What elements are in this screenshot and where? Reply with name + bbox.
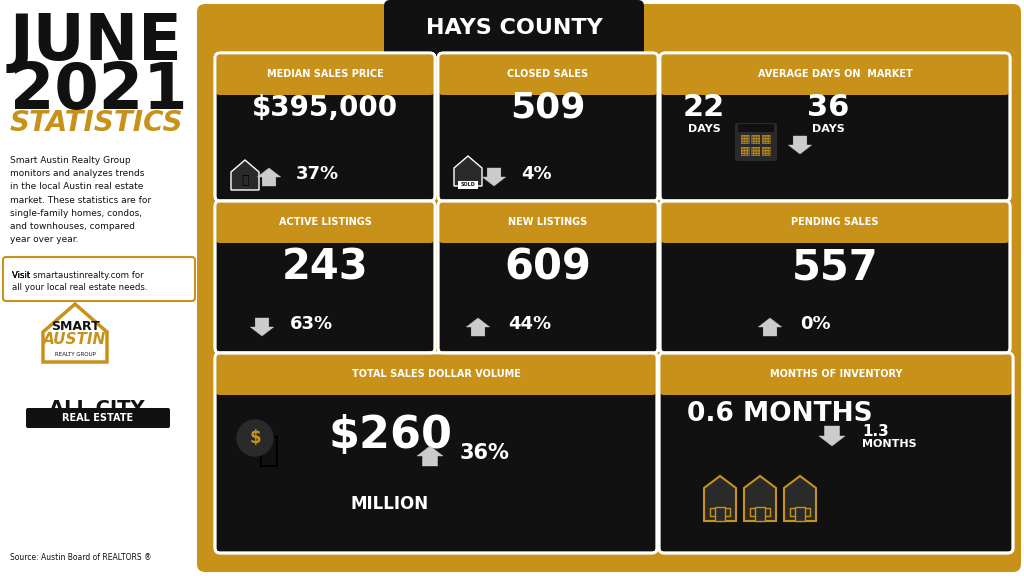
Text: STATISTICS: STATISTICS [10, 109, 183, 137]
Text: TOTAL SALES DOLLAR VOLUME: TOTAL SALES DOLLAR VOLUME [351, 369, 520, 379]
Polygon shape [788, 136, 812, 154]
FancyBboxPatch shape [762, 508, 770, 516]
FancyBboxPatch shape [215, 201, 435, 353]
FancyBboxPatch shape [802, 508, 810, 516]
FancyBboxPatch shape [384, 0, 644, 56]
Text: ACTIVE LISTINGS: ACTIVE LISTINGS [279, 217, 372, 227]
FancyBboxPatch shape [438, 201, 658, 243]
FancyBboxPatch shape [26, 408, 170, 428]
Text: 36%: 36% [460, 443, 510, 463]
FancyBboxPatch shape [438, 53, 658, 95]
Text: REALTY GROUP: REALTY GROUP [54, 351, 95, 357]
Text: Visit: Visit [12, 271, 33, 281]
Text: 0%: 0% [800, 315, 830, 333]
Text: 0.6 MONTHS: 0.6 MONTHS [687, 401, 872, 427]
Text: ALL CITY: ALL CITY [49, 399, 144, 418]
Polygon shape [417, 446, 443, 466]
Polygon shape [454, 156, 482, 186]
FancyBboxPatch shape [215, 53, 435, 95]
Polygon shape [482, 168, 506, 186]
Text: Smart Austin Realty Group
monitors and analyzes trends
in the local Austin real : Smart Austin Realty Group monitors and a… [10, 156, 152, 244]
Text: ▦▦▦
▦▦▦: ▦▦▦ ▦▦▦ [740, 133, 772, 155]
FancyBboxPatch shape [438, 201, 658, 353]
Text: 509: 509 [510, 91, 586, 125]
FancyBboxPatch shape [795, 507, 805, 521]
Polygon shape [759, 318, 781, 336]
Text: all your local real estate needs.: all your local real estate needs. [12, 283, 147, 293]
Polygon shape [784, 476, 816, 521]
Polygon shape [705, 476, 736, 521]
Text: $260: $260 [328, 415, 452, 457]
FancyBboxPatch shape [3, 257, 195, 301]
FancyBboxPatch shape [215, 353, 657, 553]
Text: 1.3: 1.3 [862, 423, 889, 438]
Text: REAL ESTATE: REAL ESTATE [62, 413, 133, 423]
FancyBboxPatch shape [750, 508, 758, 516]
Text: DAYS: DAYS [688, 124, 720, 134]
Polygon shape [231, 160, 259, 190]
Text: 609: 609 [505, 247, 592, 289]
Text: 36: 36 [807, 93, 849, 123]
Text: $: $ [249, 429, 261, 447]
Text: 4%: 4% [521, 165, 552, 183]
FancyBboxPatch shape [722, 508, 730, 516]
FancyBboxPatch shape [715, 507, 725, 521]
Text: DAYS: DAYS [812, 124, 845, 134]
FancyBboxPatch shape [736, 124, 776, 160]
FancyBboxPatch shape [755, 507, 765, 521]
Text: 37%: 37% [296, 165, 339, 183]
FancyBboxPatch shape [458, 181, 478, 189]
FancyBboxPatch shape [660, 201, 1010, 243]
Polygon shape [250, 318, 273, 336]
Text: MILLION: MILLION [351, 495, 429, 513]
FancyBboxPatch shape [659, 353, 1013, 553]
Polygon shape [466, 318, 489, 336]
Text: $395,000: $395,000 [252, 94, 398, 122]
Text: SOLD: SOLD [461, 183, 475, 188]
Text: AUSTIN: AUSTIN [43, 332, 106, 347]
Text: AVERAGE DAYS ON  MARKET: AVERAGE DAYS ON MARKET [758, 69, 912, 79]
Text: CLOSED SALES: CLOSED SALES [508, 69, 589, 79]
Text: 💵: 💵 [257, 434, 279, 468]
FancyBboxPatch shape [659, 353, 1013, 395]
FancyBboxPatch shape [215, 353, 657, 395]
Text: Visit: Visit [12, 271, 33, 281]
Text: 2021: 2021 [10, 60, 187, 122]
Polygon shape [744, 476, 776, 521]
FancyBboxPatch shape [215, 201, 435, 243]
Text: 243: 243 [282, 247, 369, 289]
Text: Source: Austin Board of REALTORS ®: Source: Austin Board of REALTORS ® [10, 553, 152, 562]
Text: MONTHS OF INVENTORY: MONTHS OF INVENTORY [770, 369, 902, 379]
FancyBboxPatch shape [197, 4, 1021, 572]
Text: 22: 22 [683, 93, 725, 123]
FancyBboxPatch shape [790, 508, 798, 516]
Text: NEW LISTINGS: NEW LISTINGS [508, 217, 588, 227]
Text: PENDING SALES: PENDING SALES [792, 217, 879, 227]
Text: MEDIAN SALES PRICE: MEDIAN SALES PRICE [266, 69, 383, 79]
Text: JUNE: JUNE [10, 11, 182, 73]
Text: 44%: 44% [508, 315, 551, 333]
FancyBboxPatch shape [738, 124, 774, 132]
FancyBboxPatch shape [438, 53, 658, 201]
FancyBboxPatch shape [710, 508, 718, 516]
Text: HAYS COUNTY: HAYS COUNTY [426, 18, 602, 38]
Circle shape [237, 420, 273, 456]
FancyBboxPatch shape [215, 53, 435, 201]
Text: 📈: 📈 [242, 173, 249, 187]
Polygon shape [257, 168, 281, 186]
Text: 63%: 63% [290, 315, 333, 333]
Text: 557: 557 [792, 247, 879, 289]
FancyBboxPatch shape [660, 53, 1010, 201]
FancyBboxPatch shape [660, 53, 1010, 95]
Text: SMART: SMART [50, 320, 99, 332]
Text: Visit smartaustinrealty.com for: Visit smartaustinrealty.com for [12, 271, 143, 281]
Polygon shape [819, 426, 845, 446]
FancyBboxPatch shape [660, 201, 1010, 353]
Text: MONTHS: MONTHS [862, 439, 916, 449]
